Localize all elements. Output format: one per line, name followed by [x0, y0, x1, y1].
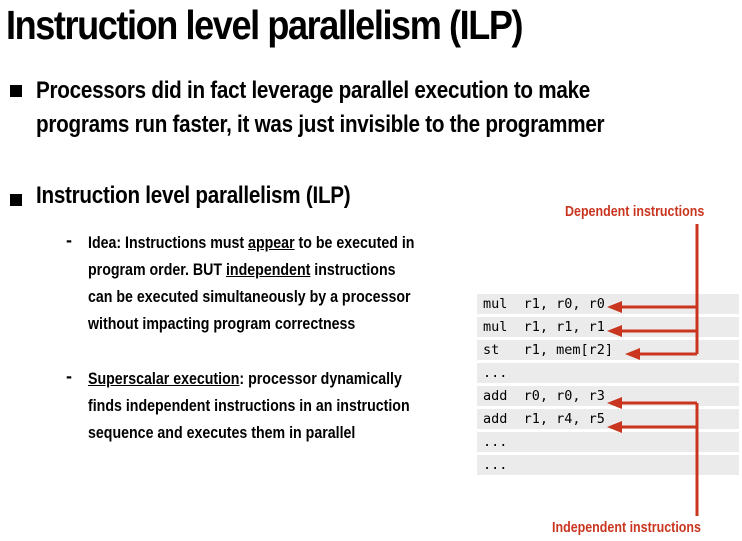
arrowhead-icon	[607, 325, 622, 337]
code-line: add r0, r0, r3	[477, 386, 739, 406]
sub-bullet-dash: -	[66, 230, 72, 250]
code-line: ...	[477, 363, 739, 383]
underlined-text: appear	[248, 234, 295, 252]
bullet-2-heading: Instruction level parallelism (ILP)	[36, 182, 351, 209]
code-line: add r1, r4, r5	[477, 409, 739, 429]
bullet-square-icon	[10, 194, 22, 206]
sub-bullet-1-line-2: program order. BUT independent instructi…	[88, 257, 414, 284]
text-span: to be executed in	[294, 234, 415, 252]
text-span: : processor dynamically	[239, 370, 402, 388]
code-line: ...	[477, 455, 739, 475]
arrowhead-icon	[607, 397, 622, 409]
arrowhead-icon	[625, 348, 640, 360]
sub-bullet-1-line-1: Idea: Instructions must appear to be exe…	[88, 230, 414, 257]
arrowhead-icon	[607, 301, 622, 313]
text-span: Idea: Instructions must	[88, 234, 249, 252]
independent-instructions-label: Independent instructions	[552, 520, 701, 536]
sub-bullet-1-line-3: can be executed simultaneously by a proc…	[88, 288, 411, 306]
slide-title: Instruction level parallelism (ILP)	[6, 2, 524, 48]
arrowhead-icon	[607, 421, 622, 433]
sub-bullet-1-line-4: without impacting program correctness	[88, 315, 356, 333]
sub-bullet-2-line-1: Superscalar execution: processor dynamic…	[88, 366, 410, 393]
underlined-text: independent	[225, 261, 311, 279]
sub-bullet-2-text: Superscalar execution: processor dynamic…	[88, 366, 410, 447]
code-line: mul r1, r0, r0	[477, 294, 739, 314]
dependent-instructions-label: Dependent instructions	[565, 204, 705, 220]
text-span: instructions	[310, 261, 396, 279]
underlined-text: Superscalar execution	[88, 370, 240, 388]
sub-bullet-2-line-2: finds independent instructions in an ins…	[88, 397, 410, 415]
bullet-1-line-2: programs run faster, it was just invisib…	[36, 111, 605, 138]
bullet-square-icon	[10, 85, 22, 97]
bullet-1-line-1: Processors did in fact leverage parallel…	[36, 77, 591, 104]
sub-bullet-dash: -	[66, 366, 72, 386]
text-span: program order. BUT	[88, 261, 226, 279]
bullet-1-text: Processors did in fact leverage parallel…	[36, 74, 605, 142]
code-line: ...	[477, 432, 739, 452]
sub-bullet-2-line-3: sequence and executes them in parallel	[88, 424, 356, 442]
sub-bullet-1-text: Idea: Instructions must appear to be exe…	[88, 230, 414, 338]
